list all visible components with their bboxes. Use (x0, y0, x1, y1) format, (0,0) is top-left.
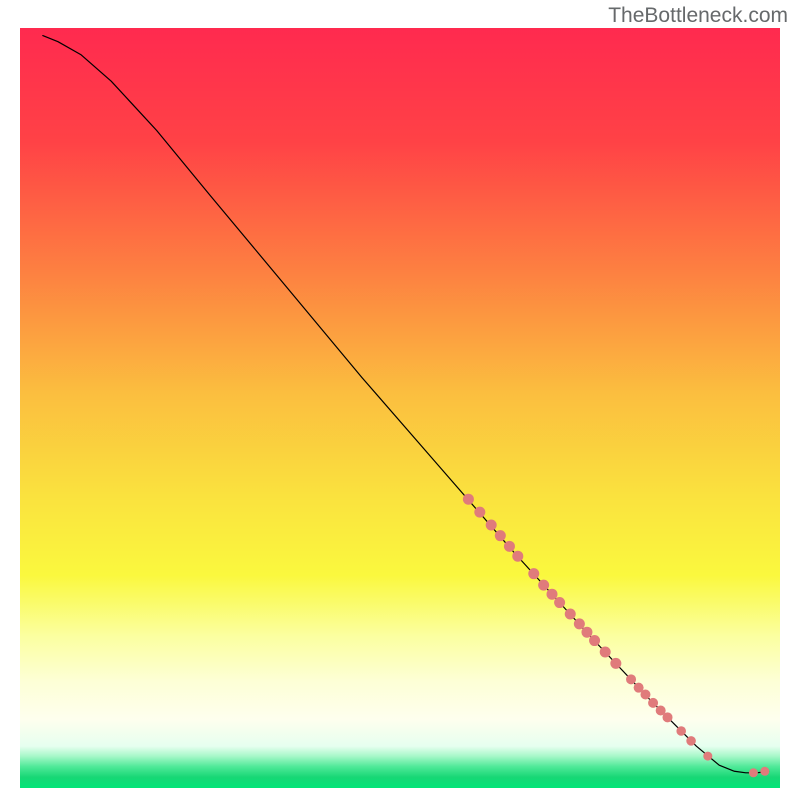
data-marker (626, 674, 636, 684)
chart-background (20, 28, 780, 788)
data-marker (554, 597, 565, 608)
data-marker (495, 530, 506, 541)
data-marker (486, 520, 497, 531)
data-marker (749, 768, 758, 777)
data-marker (703, 752, 712, 761)
data-marker (463, 494, 474, 505)
data-marker (640, 690, 650, 700)
chart-container (20, 28, 780, 788)
data-marker (547, 589, 558, 600)
watermark-text: TheBottleneck.com (608, 4, 788, 28)
data-marker (538, 580, 549, 591)
data-marker (589, 635, 600, 646)
data-marker (686, 736, 696, 746)
data-marker (676, 726, 686, 736)
data-marker (663, 712, 673, 722)
data-marker (581, 627, 592, 638)
data-marker (565, 608, 576, 619)
data-marker (504, 541, 515, 552)
data-marker (760, 767, 769, 776)
data-marker (648, 698, 658, 708)
bottleneck-chart (20, 28, 780, 788)
data-marker (610, 658, 621, 669)
data-marker (512, 551, 523, 562)
data-marker (600, 646, 611, 657)
data-marker (574, 618, 585, 629)
data-marker (474, 507, 485, 518)
data-marker (528, 568, 539, 579)
